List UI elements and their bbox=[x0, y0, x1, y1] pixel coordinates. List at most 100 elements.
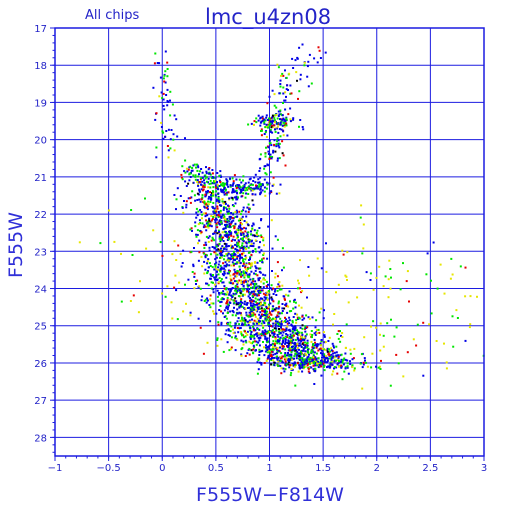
data-point bbox=[402, 375, 405, 378]
data-point bbox=[224, 192, 227, 195]
data-point bbox=[229, 215, 232, 218]
data-point bbox=[212, 186, 215, 189]
data-point bbox=[251, 234, 254, 237]
data-point bbox=[233, 326, 236, 329]
data-point bbox=[249, 302, 252, 305]
data-point bbox=[231, 216, 234, 219]
data-point bbox=[239, 261, 242, 264]
data-point bbox=[222, 182, 224, 185]
data-point bbox=[214, 184, 217, 187]
data-point bbox=[208, 217, 211, 220]
data-point bbox=[226, 253, 229, 256]
data-point bbox=[251, 183, 254, 186]
data-point bbox=[321, 352, 324, 355]
data-point bbox=[281, 118, 284, 121]
data-point bbox=[254, 269, 257, 272]
data-point bbox=[159, 241, 162, 244]
data-point bbox=[310, 330, 313, 332]
data-point bbox=[274, 276, 277, 279]
data-point bbox=[219, 188, 222, 191]
data-point bbox=[217, 299, 220, 302]
data-point bbox=[241, 252, 243, 255]
data-point bbox=[214, 194, 217, 197]
data-point bbox=[321, 361, 324, 364]
data-point bbox=[244, 266, 247, 269]
data-point bbox=[272, 322, 275, 325]
data-point bbox=[205, 170, 208, 173]
data-point bbox=[271, 357, 274, 360]
data-point bbox=[237, 184, 240, 187]
data-point bbox=[237, 219, 240, 222]
data-point bbox=[240, 195, 243, 198]
data-point bbox=[216, 181, 218, 183]
data-point bbox=[209, 222, 212, 225]
data-point bbox=[325, 270, 328, 273]
data-point bbox=[239, 225, 241, 228]
data-point bbox=[192, 174, 195, 177]
data-point bbox=[217, 216, 220, 218]
data-point bbox=[287, 346, 290, 349]
data-point bbox=[252, 322, 255, 325]
data-point bbox=[227, 303, 230, 306]
data-point bbox=[237, 301, 240, 304]
data-point bbox=[232, 246, 235, 249]
data-point bbox=[238, 246, 241, 249]
data-point bbox=[223, 227, 226, 230]
data-point bbox=[255, 287, 257, 290]
data-point bbox=[302, 128, 305, 131]
data-point bbox=[238, 185, 241, 188]
data-point bbox=[319, 57, 322, 59]
data-point bbox=[228, 207, 231, 210]
data-point bbox=[222, 262, 225, 265]
data-point bbox=[282, 345, 284, 348]
data-point bbox=[201, 189, 204, 192]
data-point bbox=[214, 218, 217, 221]
data-point bbox=[187, 182, 190, 185]
data-point bbox=[305, 353, 308, 356]
data-point bbox=[242, 281, 245, 284]
data-point bbox=[218, 237, 221, 240]
data-point bbox=[263, 190, 266, 193]
data-point bbox=[294, 384, 297, 387]
data-point bbox=[286, 134, 289, 137]
data-point bbox=[270, 124, 273, 127]
data-point bbox=[274, 150, 277, 153]
data-point bbox=[307, 266, 310, 268]
data-point bbox=[208, 219, 211, 222]
data-point bbox=[272, 353, 275, 356]
data-point bbox=[333, 313, 336, 315]
data-point bbox=[281, 269, 283, 272]
data-point bbox=[309, 361, 312, 364]
x-tick-label: 1 bbox=[266, 463, 272, 474]
data-point bbox=[226, 308, 229, 311]
data-point bbox=[279, 85, 282, 88]
data-point bbox=[432, 241, 435, 244]
data-point bbox=[277, 311, 280, 314]
data-point bbox=[226, 296, 229, 299]
data-point bbox=[272, 149, 275, 152]
data-point bbox=[321, 356, 323, 359]
data-point bbox=[252, 187, 255, 190]
data-point bbox=[452, 345, 455, 348]
data-point bbox=[263, 178, 266, 181]
data-point bbox=[256, 322, 258, 325]
data-point bbox=[215, 190, 218, 193]
data-point bbox=[162, 92, 165, 95]
data-point bbox=[232, 183, 235, 186]
data-point bbox=[287, 329, 290, 332]
data-point bbox=[281, 124, 284, 127]
data-point bbox=[225, 287, 228, 290]
data-point bbox=[209, 201, 212, 203]
data-point bbox=[220, 310, 223, 313]
data-point bbox=[239, 224, 242, 226]
data-point bbox=[289, 347, 292, 350]
data-point bbox=[184, 283, 186, 286]
data-point bbox=[227, 288, 230, 291]
data-point bbox=[213, 268, 216, 271]
data-point bbox=[205, 301, 208, 304]
data-point bbox=[247, 251, 250, 254]
data-point bbox=[253, 287, 255, 290]
data-point bbox=[248, 239, 251, 241]
data-point bbox=[323, 356, 326, 359]
data-point bbox=[232, 299, 235, 302]
